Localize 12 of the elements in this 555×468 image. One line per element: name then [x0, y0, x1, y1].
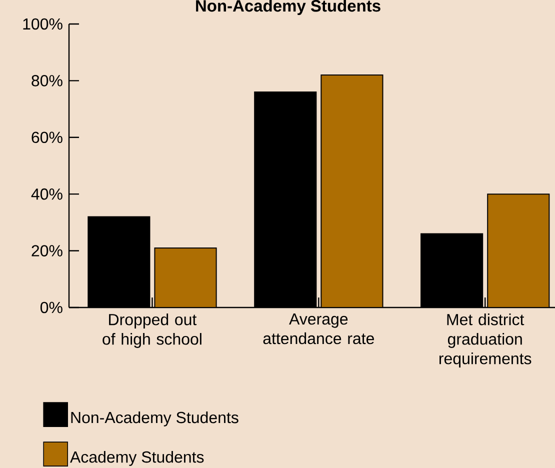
y-tick-label: 20%	[32, 245, 62, 256]
x-tick-label: Average attendance rate	[263, 314, 374, 344]
y-tick-label: 40%	[31, 188, 62, 200]
legend-label: Academy Students	[70, 450, 204, 466]
y-tick-label: 80%	[32, 75, 62, 86]
y-tick-label: 60%	[32, 132, 62, 144]
y-tick-label: 100%	[23, 18, 62, 30]
x-tick-label: Met district graduation requirements	[439, 314, 532, 368]
legend-label: Non-Academy Students	[71, 411, 238, 426]
chart-title: Non-Academy Students	[196, 0, 380, 15]
y-tick-label: 0%	[40, 302, 62, 314]
x-tick-label: Dropped out of high school	[102, 314, 202, 348]
